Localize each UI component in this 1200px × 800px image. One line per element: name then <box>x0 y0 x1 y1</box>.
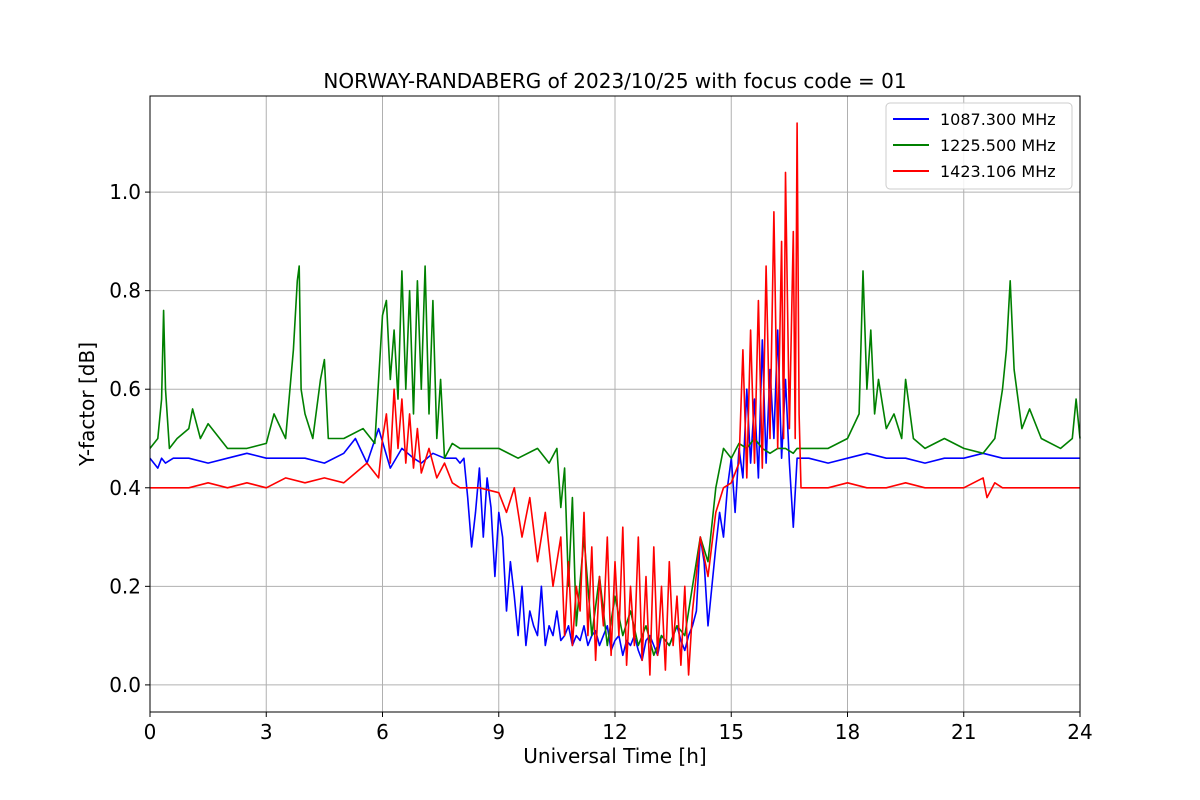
legend-box <box>885 102 1073 190</box>
legend-label-1423: 1423.106 MHz <box>940 162 1056 181</box>
y-tick-label-5: 1.0 <box>109 180 141 204</box>
series-lines <box>149 122 1081 676</box>
y-axis-label: Y-factor [dB] <box>75 342 99 467</box>
series-line-2 <box>150 122 1080 676</box>
legend-label-1087: 1087.300 MHz <box>940 110 1056 129</box>
x-tick-label-8: 24 <box>1067 720 1092 744</box>
x-axis-label: Universal Time [h] <box>523 744 706 768</box>
x-tick-label-6: 18 <box>835 720 860 744</box>
y-tick-label-2: 0.4 <box>109 476 141 500</box>
x-tick-label-2: 6 <box>376 720 389 744</box>
chart-legend: 1087.300 MHz 1225.500 MHz 1423.106 MHz <box>885 102 1073 190</box>
x-tick-label-7: 21 <box>951 720 976 744</box>
y-tick-label-1: 0.2 <box>109 574 141 598</box>
x-tick-label-4: 12 <box>602 720 627 744</box>
x-tick-label-3: 9 <box>492 720 505 744</box>
legend-label-1225: 1225.500 MHz <box>940 136 1056 155</box>
x-tick-label-1: 3 <box>260 720 273 744</box>
y-tick-label-4: 0.8 <box>109 279 141 303</box>
y-tick-label-0: 0.0 <box>109 673 141 697</box>
chart-title: NORWAY-RANDABERG of 2023/10/25 with focu… <box>323 69 906 93</box>
x-tick-label-0: 0 <box>144 720 157 744</box>
y-tick-label-3: 0.6 <box>109 377 141 401</box>
axis-ticks: 0 3 6 9 12 15 18 21 24 0.0 0.2 0.4 0.6 0.8 1.0 <box>109 180 1093 744</box>
series-line-1 <box>149 265 1081 657</box>
series-line-0 <box>149 329 1080 662</box>
x-tick-label-5: 15 <box>719 720 744 744</box>
